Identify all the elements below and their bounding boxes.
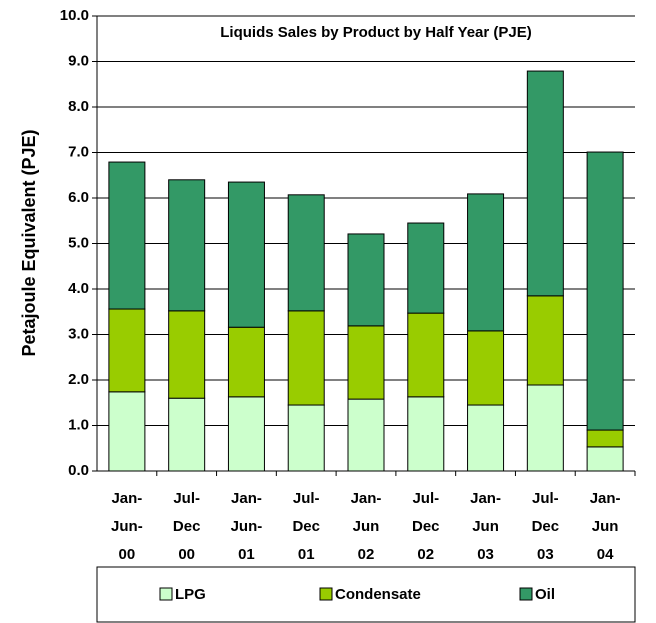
y-tick-label: 10.0 <box>60 7 89 24</box>
y-axis-title: Petajoule Equivalent (PJE) <box>19 129 39 356</box>
legend-swatch <box>319 587 333 601</box>
bar-segment <box>168 397 206 472</box>
bar-segment <box>526 70 564 297</box>
y-tick-label: 5.0 <box>68 234 89 251</box>
bar-segment <box>227 181 265 328</box>
bar-segment <box>526 384 564 472</box>
x-tick-label: Jan-Jun 03 <box>470 490 501 563</box>
x-tick-label: Jul-Dec 03 <box>532 490 560 563</box>
y-tick-label: 6.0 <box>68 189 89 206</box>
y-tick-label: 7.0 <box>68 143 89 160</box>
legend-label: Oil <box>535 586 555 603</box>
bar-segment <box>407 222 445 314</box>
bar-segment <box>227 326 265 398</box>
bar-segment <box>586 429 624 448</box>
legend <box>96 566 636 623</box>
y-tick-label: 1.0 <box>68 416 89 433</box>
bar-segment <box>467 330 505 406</box>
y-tick-label: 4.0 <box>68 280 89 297</box>
bar-segment <box>347 398 385 472</box>
x-tick-label: Jul-Dec 00 <box>173 490 201 563</box>
bar-segment <box>168 310 206 399</box>
legend-swatch <box>519 587 533 601</box>
bar-segment <box>168 179 206 312</box>
bar-segment <box>586 446 624 472</box>
chart-title: Liquids Sales by Product by Half Year (P… <box>220 24 531 41</box>
bar-segment <box>407 312 445 398</box>
bar-segment <box>108 161 146 310</box>
x-tick-label: Jan-Jun-01 <box>231 490 263 563</box>
bar-segment <box>347 325 385 400</box>
bar-segment <box>467 193 505 332</box>
bar-segment <box>407 396 445 472</box>
bar-segment <box>227 396 265 472</box>
x-tick-label: Jan-Jun-00 <box>111 490 143 563</box>
x-tick-label: Jan-Jun 04 <box>590 490 621 563</box>
y-tick-label: 3.0 <box>68 325 89 342</box>
bar-segment <box>586 151 624 431</box>
bar-segment <box>287 310 325 406</box>
y-tick-label: 0.0 <box>68 462 89 479</box>
bar-segment <box>467 404 505 472</box>
x-tick-label: Jul-Dec 02 <box>412 490 440 563</box>
bar-segment <box>108 308 146 393</box>
y-tick-label: 9.0 <box>68 52 89 69</box>
bar-segment <box>526 295 564 386</box>
x-tick-label: Jul-Dec 01 <box>292 490 320 563</box>
x-tick-label: Jan-Jun 02 <box>351 490 382 563</box>
y-tick-label: 2.0 <box>68 371 89 388</box>
legend-swatch <box>159 587 173 601</box>
bar-segment <box>108 391 146 472</box>
bar-segment <box>287 404 325 472</box>
legend-label: Condensate <box>335 586 421 603</box>
bar-segment <box>347 233 385 327</box>
y-tick-label: 8.0 <box>68 98 89 115</box>
legend-label: LPG <box>175 586 206 603</box>
bar-segment <box>287 194 325 312</box>
